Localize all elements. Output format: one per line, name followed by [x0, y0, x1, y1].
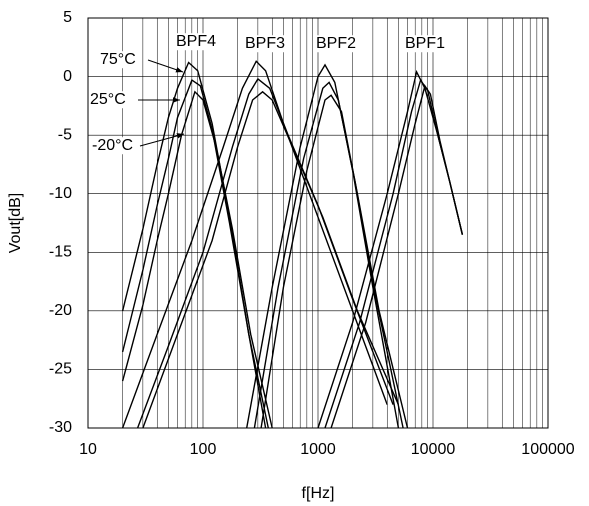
x-tick-label: 10: [79, 441, 97, 458]
y-tick-label: -15: [49, 244, 72, 261]
y-axis-title: Vout[dB]: [7, 193, 24, 254]
y-tick-label: -25: [49, 361, 72, 378]
annotation: BPF2: [316, 35, 356, 52]
x-tick-label: 1000: [300, 441, 336, 458]
curves: [121, 60, 464, 428]
curve: [121, 90, 273, 428]
curve: [121, 61, 267, 428]
annotation-bg: [99, 51, 137, 69]
curve: [136, 77, 394, 428]
y-tick-label: -5: [58, 126, 72, 143]
x-tick-label: 100: [190, 441, 217, 458]
curve: [142, 90, 400, 428]
annotation-bg: [314, 35, 358, 53]
x-tick-label: 100000: [521, 441, 574, 458]
annotation-bg: [243, 35, 287, 53]
y-tick-label: -10: [49, 185, 72, 202]
curve: [121, 60, 388, 428]
curve: [330, 84, 464, 428]
y-tick-label: 0: [63, 68, 72, 85]
annotation: BPF4: [176, 33, 216, 50]
x-tick-label: 10000: [411, 441, 456, 458]
curve: [253, 81, 404, 428]
curve: [121, 79, 269, 428]
annotation-arrow: [147, 59, 184, 73]
annotation: 25°C: [90, 91, 126, 108]
annotation-arrow: [139, 133, 185, 147]
annotation-bg: [91, 137, 135, 155]
annotation: 75°C: [100, 51, 136, 68]
x-axis-title: f[Hz]: [302, 485, 335, 502]
curve: [246, 63, 400, 428]
annotation-bg: [89, 91, 127, 109]
y-tick-label: 5: [63, 9, 72, 26]
annotation: BPF3: [245, 35, 285, 52]
annotation-bg: [403, 35, 447, 53]
annotation: BPF1: [405, 35, 445, 52]
y-tick-label: -30: [49, 419, 72, 436]
annotation-bg: [174, 33, 218, 51]
y-tick-label: -20: [49, 302, 72, 319]
annotation: -20°C: [92, 137, 133, 154]
curve: [260, 94, 409, 428]
curve: [317, 69, 464, 428]
